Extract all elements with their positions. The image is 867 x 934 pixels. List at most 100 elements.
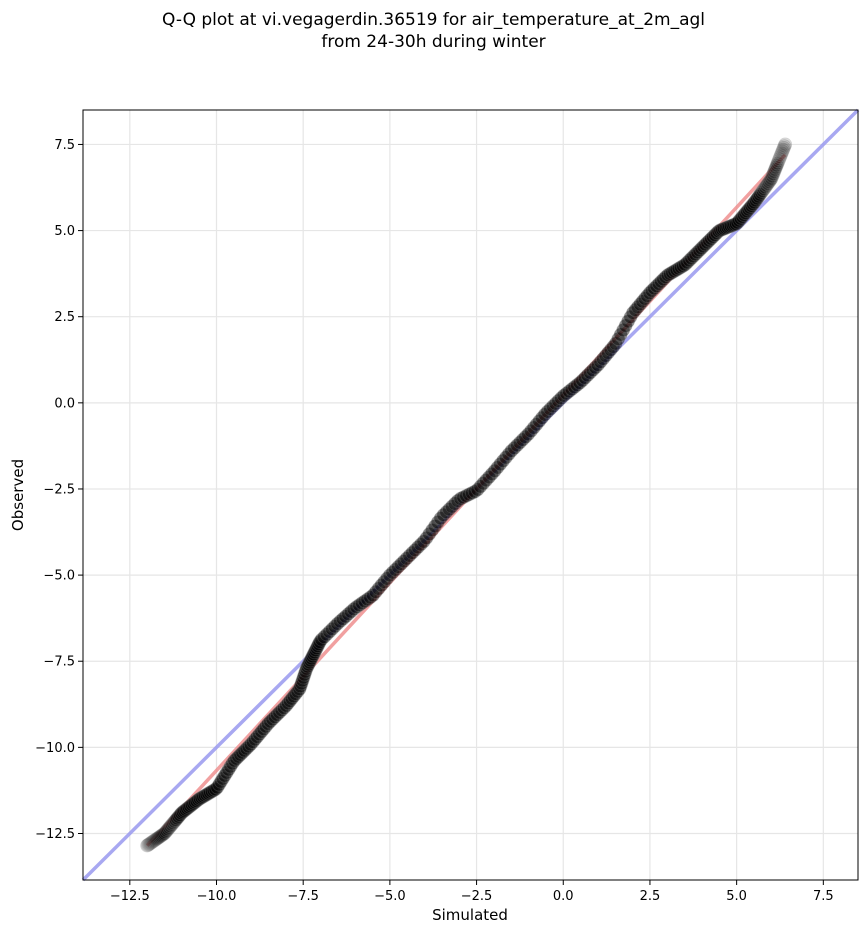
qq-point [258, 719, 273, 734]
qq-point [270, 707, 284, 722]
qq-point [312, 635, 327, 649]
qq-point [729, 217, 743, 231]
qq-point [204, 784, 219, 799]
fit-line [145, 153, 787, 847]
qq-point [750, 191, 765, 206]
chart-title-line-1: Q-Q plot at vi.vegagerdin.36519 for air_… [161, 10, 706, 30]
qq-point [388, 562, 403, 577]
qq-point [764, 171, 779, 186]
qq-point [711, 224, 726, 239]
x-tick-label: 5.0 [726, 889, 747, 904]
qq-point [261, 716, 275, 731]
qq-point [445, 499, 459, 514]
y-tick-label: 2.5 [54, 310, 75, 325]
qq-point [303, 653, 318, 668]
qq-point [654, 274, 668, 289]
qq-point [294, 676, 309, 691]
qq-point [663, 266, 677, 281]
qq-point [233, 747, 248, 762]
qq-point [192, 791, 207, 806]
qq-point [154, 829, 168, 843]
qq-point [562, 384, 576, 399]
qq-point [301, 657, 316, 672]
qq-point [606, 339, 621, 354]
qq-point [732, 213, 747, 228]
qq-point [515, 432, 530, 447]
qq-point [575, 373, 590, 388]
qq-point [754, 185, 769, 200]
qq-point [283, 694, 297, 708]
qq-point [281, 696, 295, 711]
qq-point [559, 386, 574, 401]
qq-point [540, 404, 555, 419]
qq-point [481, 470, 496, 485]
qq-point [302, 655, 317, 670]
y-tick-label: −7.5 [43, 655, 75, 670]
qq-point [274, 703, 289, 718]
qq-point [706, 229, 720, 244]
qq-point [146, 834, 161, 848]
qq-point [327, 619, 342, 634]
qq-point [537, 407, 552, 422]
qq-point [217, 768, 232, 783]
qq-point [410, 540, 425, 555]
qq-point [649, 279, 664, 293]
qq-point [556, 388, 571, 403]
qq-point [772, 152, 787, 167]
qq-point [673, 260, 688, 275]
x-tick-label: −12.5 [110, 889, 150, 904]
qq-point [377, 575, 392, 589]
qq-point [300, 659, 315, 674]
qq-point [267, 710, 282, 724]
qq-point [402, 548, 417, 563]
qq-point [363, 590, 378, 605]
qq-point [177, 803, 192, 818]
x-tick-label: −5.0 [374, 889, 406, 904]
qq-point [416, 534, 431, 549]
qq-point [263, 714, 278, 729]
qq-point [501, 447, 516, 462]
qq-point [456, 490, 471, 505]
qq-point [436, 508, 451, 522]
qq-point [164, 817, 179, 832]
qq-point [692, 243, 707, 258]
qq-point [608, 336, 623, 351]
qq-point [349, 600, 364, 614]
qq-point [151, 830, 166, 845]
qq-point [462, 487, 476, 502]
qq-point [580, 368, 595, 383]
qq-point [738, 206, 753, 221]
qq-point [769, 160, 783, 175]
x-axis-ticks: −12.5 −10.0 −7.5 −5.0 −2.5 0.0 2.5 5.0 7.5 [110, 880, 834, 904]
qq-point [298, 664, 313, 679]
qq-point [775, 144, 790, 159]
qq-point [184, 797, 199, 812]
qq-point [545, 399, 560, 414]
qq-point [145, 834, 160, 849]
qq-point [304, 651, 319, 666]
qq-point [408, 543, 422, 557]
qq-point [591, 358, 605, 372]
qq-point [157, 826, 172, 841]
qq-point [161, 822, 175, 837]
qq-point [256, 722, 271, 736]
qq-point [709, 226, 724, 241]
qq-point [142, 836, 157, 851]
qq-point [773, 148, 788, 163]
qq-point [611, 332, 626, 346]
y-tick-label: −10.0 [35, 741, 75, 756]
qq-point [173, 808, 187, 822]
qq-point [188, 795, 202, 810]
qq-point [760, 176, 775, 191]
qq-point [588, 360, 603, 375]
qq-point [250, 729, 264, 744]
qq-point [405, 545, 420, 560]
qq-point [344, 604, 358, 619]
qq-point [647, 281, 662, 296]
qq-point [518, 430, 533, 444]
qq-point [215, 771, 230, 786]
qq-point [293, 679, 308, 694]
qq-point [776, 140, 791, 155]
qq-point [284, 691, 299, 706]
